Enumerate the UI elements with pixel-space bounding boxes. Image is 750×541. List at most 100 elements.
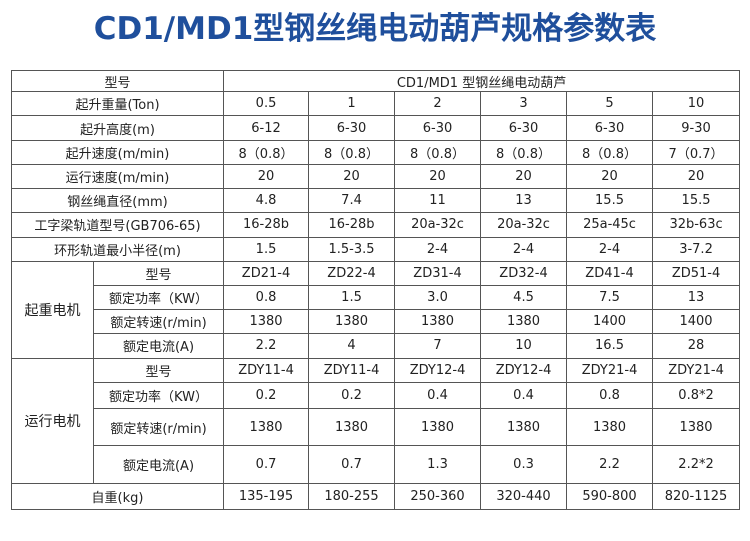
cell: 2-4 [480, 236, 568, 262]
table-row-header: 型号 CD1/MD1 型钢丝绳电动葫芦 [10, 69, 741, 93]
cell: 7（0.7） [652, 139, 741, 165]
table-row: 工字梁轨道型号(GB706-65) 16-28b 16-28b 20a-32c … [10, 212, 741, 238]
cell: 1380 [223, 408, 310, 447]
cell: ZDY21-4 [566, 357, 654, 383]
cell: 2.2 [566, 445, 654, 484]
header-product: CD1/MD1 型钢丝绳电动葫芦 [223, 69, 741, 93]
cell: 1400 [566, 309, 654, 335]
cell: ZD31-4 [394, 260, 482, 286]
cell: 9-30 [652, 115, 741, 141]
cell: 6-30 [480, 115, 568, 141]
cell: ZDY11-4 [308, 357, 396, 383]
table-row: 额定转速(r/min) 1380 1380 1380 1380 1380 138… [12, 408, 741, 447]
cell: 1380 [480, 309, 568, 335]
cell: ZDY11-4 [223, 357, 310, 383]
cell: 3-7.2 [652, 236, 741, 262]
cell: 1380 [566, 408, 654, 447]
table-row: 运行电机 型号 ZDY11-4 ZDY11-4 ZDY12-4 ZDY12-4 … [11, 357, 741, 484]
cell: 6-12 [223, 115, 310, 141]
cell: 20a-32c [480, 212, 568, 238]
cell: ZD32-4 [480, 260, 568, 286]
cell: 15.5 [566, 188, 654, 214]
cell: 0.7 [308, 445, 396, 484]
row-label: 环形轨道最小半径(m) [10, 236, 225, 262]
cell: 28 [652, 333, 741, 359]
cell: 0.4 [394, 381, 482, 410]
cell: 11 [394, 188, 482, 214]
cell: 1380 [223, 309, 310, 335]
cell: 1380 [308, 309, 396, 335]
cell: 6-30 [308, 115, 396, 141]
cell: ZDY12-4 [480, 357, 568, 383]
cell: 8（0.8） [308, 139, 396, 165]
header-label: 型号 [10, 69, 225, 93]
cell: 0.2 [308, 381, 396, 410]
cell: 4.5 [480, 284, 568, 311]
table-row: 环形轨道最小半径(m) 1.5 1.5-3.5 2-4 2-4 2-4 3-7.… [10, 236, 741, 262]
row-label: 自重(kg) [10, 482, 225, 511]
table-row: 自重(kg) 135-195 180-255 250-360 320-440 5… [10, 482, 741, 511]
cell: 1380 [394, 408, 482, 447]
cell: 1380 [394, 309, 482, 335]
table-row: 起升重量(Ton) 0.5 1 2 3 5 10 [10, 91, 741, 117]
cell: 3 [480, 91, 568, 117]
row-label: 型号 [92, 260, 225, 286]
cell: ZD22-4 [308, 260, 396, 286]
row-label: 额定电流(A) [92, 445, 225, 484]
cell: 10 [652, 91, 741, 117]
row-label: 起升重量(Ton) [10, 91, 225, 117]
cell: 1380 [480, 408, 568, 447]
cell: 0.8 [566, 381, 654, 410]
cell: 2 [394, 91, 482, 117]
cell: 20a-32c [394, 212, 482, 238]
cell: 2.2*2 [652, 445, 741, 484]
row-label: 额定功率（KW） [92, 381, 225, 410]
table-row: 运行速度(m/min) 20 20 20 20 20 20 [10, 163, 741, 190]
cell: 13 [652, 284, 741, 311]
cell: 3.0 [394, 284, 482, 311]
cell: 2.2 [223, 333, 310, 359]
cell: 32b-63c [652, 212, 741, 238]
spec-table: 型号 CD1/MD1 型钢丝绳电动葫芦 起升重量(Ton) 0.5 1 2 3 … [10, 69, 741, 511]
cell: 1.5 [223, 236, 310, 262]
table-row: 起升速度(m/min) 8（0.8） 8（0.8） 8（0.8） 8（0.8） … [10, 139, 741, 165]
group-label-travel-motor: 运行电机 [11, 357, 94, 484]
table-row: 额定功率（KW） 0.8 1.5 3.0 4.5 7.5 13 [12, 284, 741, 311]
cell: 2-4 [394, 236, 482, 262]
row-label: 额定电流(A) [92, 333, 225, 359]
cell: 2-4 [566, 236, 654, 262]
cell: 16.5 [566, 333, 654, 359]
table-row: 额定转速(r/min) 1380 1380 1380 1380 1400 140… [12, 309, 741, 335]
cell: 20 [223, 163, 310, 190]
cell: 15.5 [652, 188, 741, 214]
cell: ZD21-4 [223, 260, 310, 286]
page-title: CD1/MD1型钢丝绳电动葫芦规格参数表 [93, 11, 657, 47]
row-label: 额定功率（KW） [92, 284, 225, 311]
cell: 20 [480, 163, 568, 190]
cell: ZDY21-4 [652, 357, 741, 383]
cell: 0.5 [223, 91, 310, 117]
table-row: 起升高度(m) 6-12 6-30 6-30 6-30 6-30 9-30 [10, 115, 741, 141]
cell: 820-1125 [652, 482, 741, 511]
row-label: 额定转速(r/min) [92, 408, 225, 447]
cell: 8（0.8） [394, 139, 482, 165]
cell: ZD41-4 [566, 260, 654, 286]
cell: 1380 [308, 408, 396, 447]
row-label: 钢丝绳直径(mm) [10, 188, 225, 214]
group-label-lift-motor: 起重电机 [11, 260, 94, 359]
cell: 20 [566, 163, 654, 190]
cell: 1.5 [308, 284, 396, 311]
cell: 10 [480, 333, 568, 359]
cell: 8（0.8） [223, 139, 310, 165]
cell: 20 [652, 163, 741, 190]
table-row: 额定电流(A) 2.2 4 7 10 16.5 28 [12, 333, 741, 359]
cell: 7 [394, 333, 482, 359]
cell: 20 [394, 163, 482, 190]
cell: ZD51-4 [652, 260, 741, 286]
cell: 0.8*2 [652, 381, 741, 410]
cell: 250-360 [394, 482, 482, 511]
table-row: 额定电流(A) 0.7 0.7 1.3 0.3 2.2 2.2*2 [12, 445, 741, 484]
table-row: 钢丝绳直径(mm) 4.8 7.4 11 13 15.5 15.5 [10, 188, 741, 214]
cell: 16-28b [223, 212, 310, 238]
cell: 1380 [652, 408, 741, 447]
